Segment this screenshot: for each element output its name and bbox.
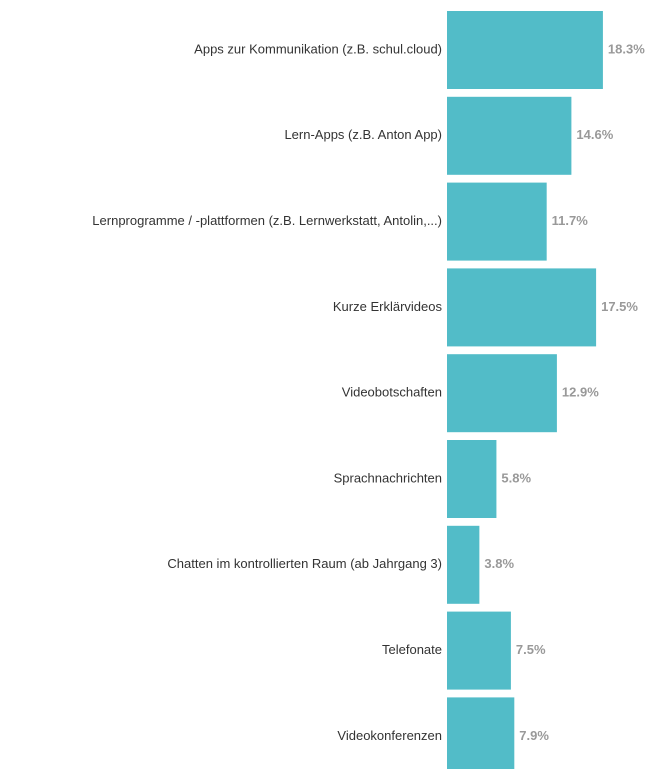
- category-label: Apps zur Kommunikation (z.B. schul.cloud…: [194, 41, 442, 56]
- bar: [447, 268, 597, 347]
- category-label: Videobotschaften: [342, 385, 442, 400]
- category-label: Lernprogramme / -plattformen (z.B. Lernw…: [92, 213, 442, 228]
- bar: [447, 525, 480, 604]
- bar: [447, 96, 572, 175]
- bar: [447, 440, 497, 518]
- bar: [447, 354, 557, 433]
- value-label: 7.5%: [516, 642, 546, 657]
- bar: [447, 697, 515, 769]
- value-label: 14.6%: [576, 127, 613, 142]
- category-label: Sprachnachrichten: [334, 470, 442, 485]
- value-label: 12.9%: [562, 385, 599, 400]
- bar: [447, 182, 547, 261]
- value-label: 7.9%: [519, 728, 549, 743]
- value-label: 5.8%: [501, 470, 531, 485]
- value-label: 3.8%: [484, 556, 514, 571]
- bar: [447, 611, 511, 690]
- category-label: Videokonferenzen: [337, 728, 442, 743]
- category-label: Lern-Apps (z.B. Anton App): [284, 127, 442, 142]
- bar: [447, 11, 603, 89]
- category-label: Telefonate: [382, 642, 442, 657]
- value-label: 18.3%: [608, 41, 645, 56]
- value-label: 11.7%: [552, 213, 589, 228]
- value-label: 17.5%: [601, 299, 638, 314]
- category-label: Chatten im kontrollierten Raum (ab Jahrg…: [167, 556, 442, 571]
- category-label: Kurze Erklärvideos: [333, 299, 443, 314]
